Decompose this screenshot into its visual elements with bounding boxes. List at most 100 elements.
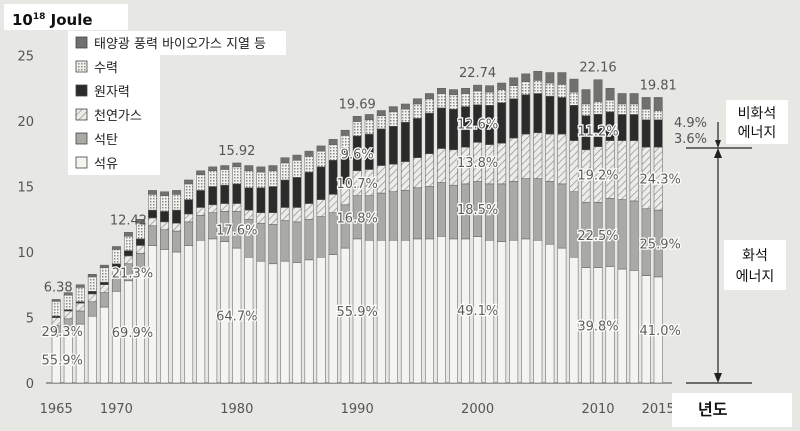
bar-segment-renewable (75, 284, 85, 288)
bar-segment-nuclear (557, 97, 567, 135)
bar-segment-nuclear (220, 184, 230, 204)
total-label: 22.74 (459, 66, 496, 81)
bar-segment-nuclear (172, 209, 182, 224)
bar-segment-renewable (364, 114, 374, 120)
bar-segment-nuclear (388, 125, 398, 165)
bar-segment-renewable (461, 88, 471, 94)
bar-segment-oil (424, 238, 434, 384)
bar-segment-nuclear (196, 190, 206, 208)
bar-segment-oil (497, 241, 507, 384)
bar-segment-gas (123, 255, 133, 265)
bar-segment-oil (521, 238, 531, 384)
bar-segment-hydro (148, 194, 157, 211)
bar-segment-gas (316, 199, 326, 217)
bar-segment-renewable (136, 219, 145, 224)
bar-segment-coal (99, 292, 109, 308)
bar-segment-coal (196, 215, 206, 241)
bar-segment-oil (196, 239, 206, 384)
total-label: 19.81 (640, 78, 677, 93)
bar-segment-coal (412, 187, 422, 240)
bar-segment-hydro (653, 110, 663, 120)
bar-segment-nuclear (160, 211, 170, 223)
bar-segment-gas (509, 137, 519, 182)
nonfossil-pct-label: 3.6% (674, 132, 707, 147)
bar-segment-nuclear (641, 119, 651, 148)
bar-segment-coal (400, 190, 410, 241)
bar-segment-renewable (196, 170, 206, 175)
bar-segment-hydro (437, 93, 446, 109)
bar-segment-hydro (292, 160, 302, 178)
total-label: 6.38 (44, 280, 73, 295)
bar-segment-gas (148, 217, 157, 227)
bar-segment-renewable (509, 77, 519, 86)
bar-segment-hydro (268, 170, 278, 187)
share-label-gas: 10.7% (337, 177, 378, 192)
bar-segment-gas (136, 245, 145, 254)
legend-swatch-coal (75, 132, 88, 145)
bar-segment-coal (148, 225, 157, 246)
bar-segment-coal (304, 219, 314, 261)
bar-segment-renewable (232, 162, 242, 168)
bar-segment-gas (196, 207, 206, 216)
bar-segment-nuclear (268, 186, 278, 213)
legend-swatch-renewable (75, 36, 88, 49)
share-label-nuclear: 9.6% (341, 147, 374, 162)
x-tick-label: 1990 (341, 402, 374, 417)
bar-segment-renewable (184, 179, 194, 185)
bar-segment-nuclear (87, 291, 97, 295)
bar-segment-hydro (629, 103, 639, 115)
bar-segment-hydro (51, 301, 61, 317)
bar-segment-coal (545, 181, 555, 245)
y-tick-label: 0 (26, 377, 34, 392)
bar-segment-renewable (437, 88, 446, 94)
bar-segment-gas (184, 213, 194, 223)
nonfossil-label: 비화석 (738, 106, 777, 122)
bar-segment-hydro (316, 150, 326, 168)
bar-segment-renewable (424, 93, 434, 99)
bar-segment-gas (400, 161, 410, 191)
bar-segment-oil (545, 243, 555, 384)
bar-segment-hydro (593, 101, 603, 115)
x-tick-label: 2000 (461, 402, 494, 417)
bar-segment-renewable (256, 166, 266, 173)
bar-segment-hydro (521, 81, 531, 96)
bar-segment-renewable (328, 139, 338, 145)
bar-segment-hydro (461, 93, 471, 107)
bar-segment-hydro (581, 103, 591, 117)
y-tick-label: 25 (17, 50, 34, 65)
bar-segment-renewable (388, 106, 398, 113)
bar-segment-gas (376, 165, 386, 194)
bar-segment-renewable (485, 85, 495, 93)
legend-label-oil: 석유 (94, 157, 118, 172)
bar-segment-gas (412, 157, 422, 189)
bar-segment-coal (424, 186, 434, 240)
bar-segment-nuclear (400, 122, 410, 162)
bar-segment-nuclear (545, 95, 555, 135)
bar-segment-gas (629, 140, 639, 202)
bar-segment-nuclear (208, 186, 218, 206)
share-label-coal: 22.5% (577, 229, 618, 244)
unit-base: 10 (12, 11, 33, 29)
bar-segment-nuclear (617, 114, 627, 141)
bar-segment-oil (509, 239, 519, 384)
y-tick-label: 20 (17, 115, 34, 130)
bar-segment-gas (557, 133, 567, 185)
bar-segment-gas (533, 132, 543, 179)
legend-label-renewable: 태양광 풍력 바이오가스 지열 등 (94, 37, 266, 52)
share-label-nuclear: 12.6% (457, 118, 498, 133)
bar-segment-gas (232, 203, 242, 212)
bar-segment-renewable (280, 157, 290, 164)
bar-segment-coal (437, 182, 446, 237)
bar-segment-renewable (376, 110, 386, 117)
bar-segment-renewable (617, 93, 627, 105)
bar-segment-gas (63, 310, 73, 320)
total-label: 12.42 (110, 213, 147, 228)
bar-segment-hydro (184, 183, 194, 200)
bar-segment-nuclear (304, 171, 314, 204)
bar-segment-gas (304, 203, 314, 220)
bar-segment-renewable (449, 89, 458, 96)
bar-segment-oil (304, 259, 314, 384)
bracket-arrow-up (714, 148, 722, 158)
legend-title-bg (68, 31, 286, 55)
bar-segment-gas (75, 302, 85, 312)
